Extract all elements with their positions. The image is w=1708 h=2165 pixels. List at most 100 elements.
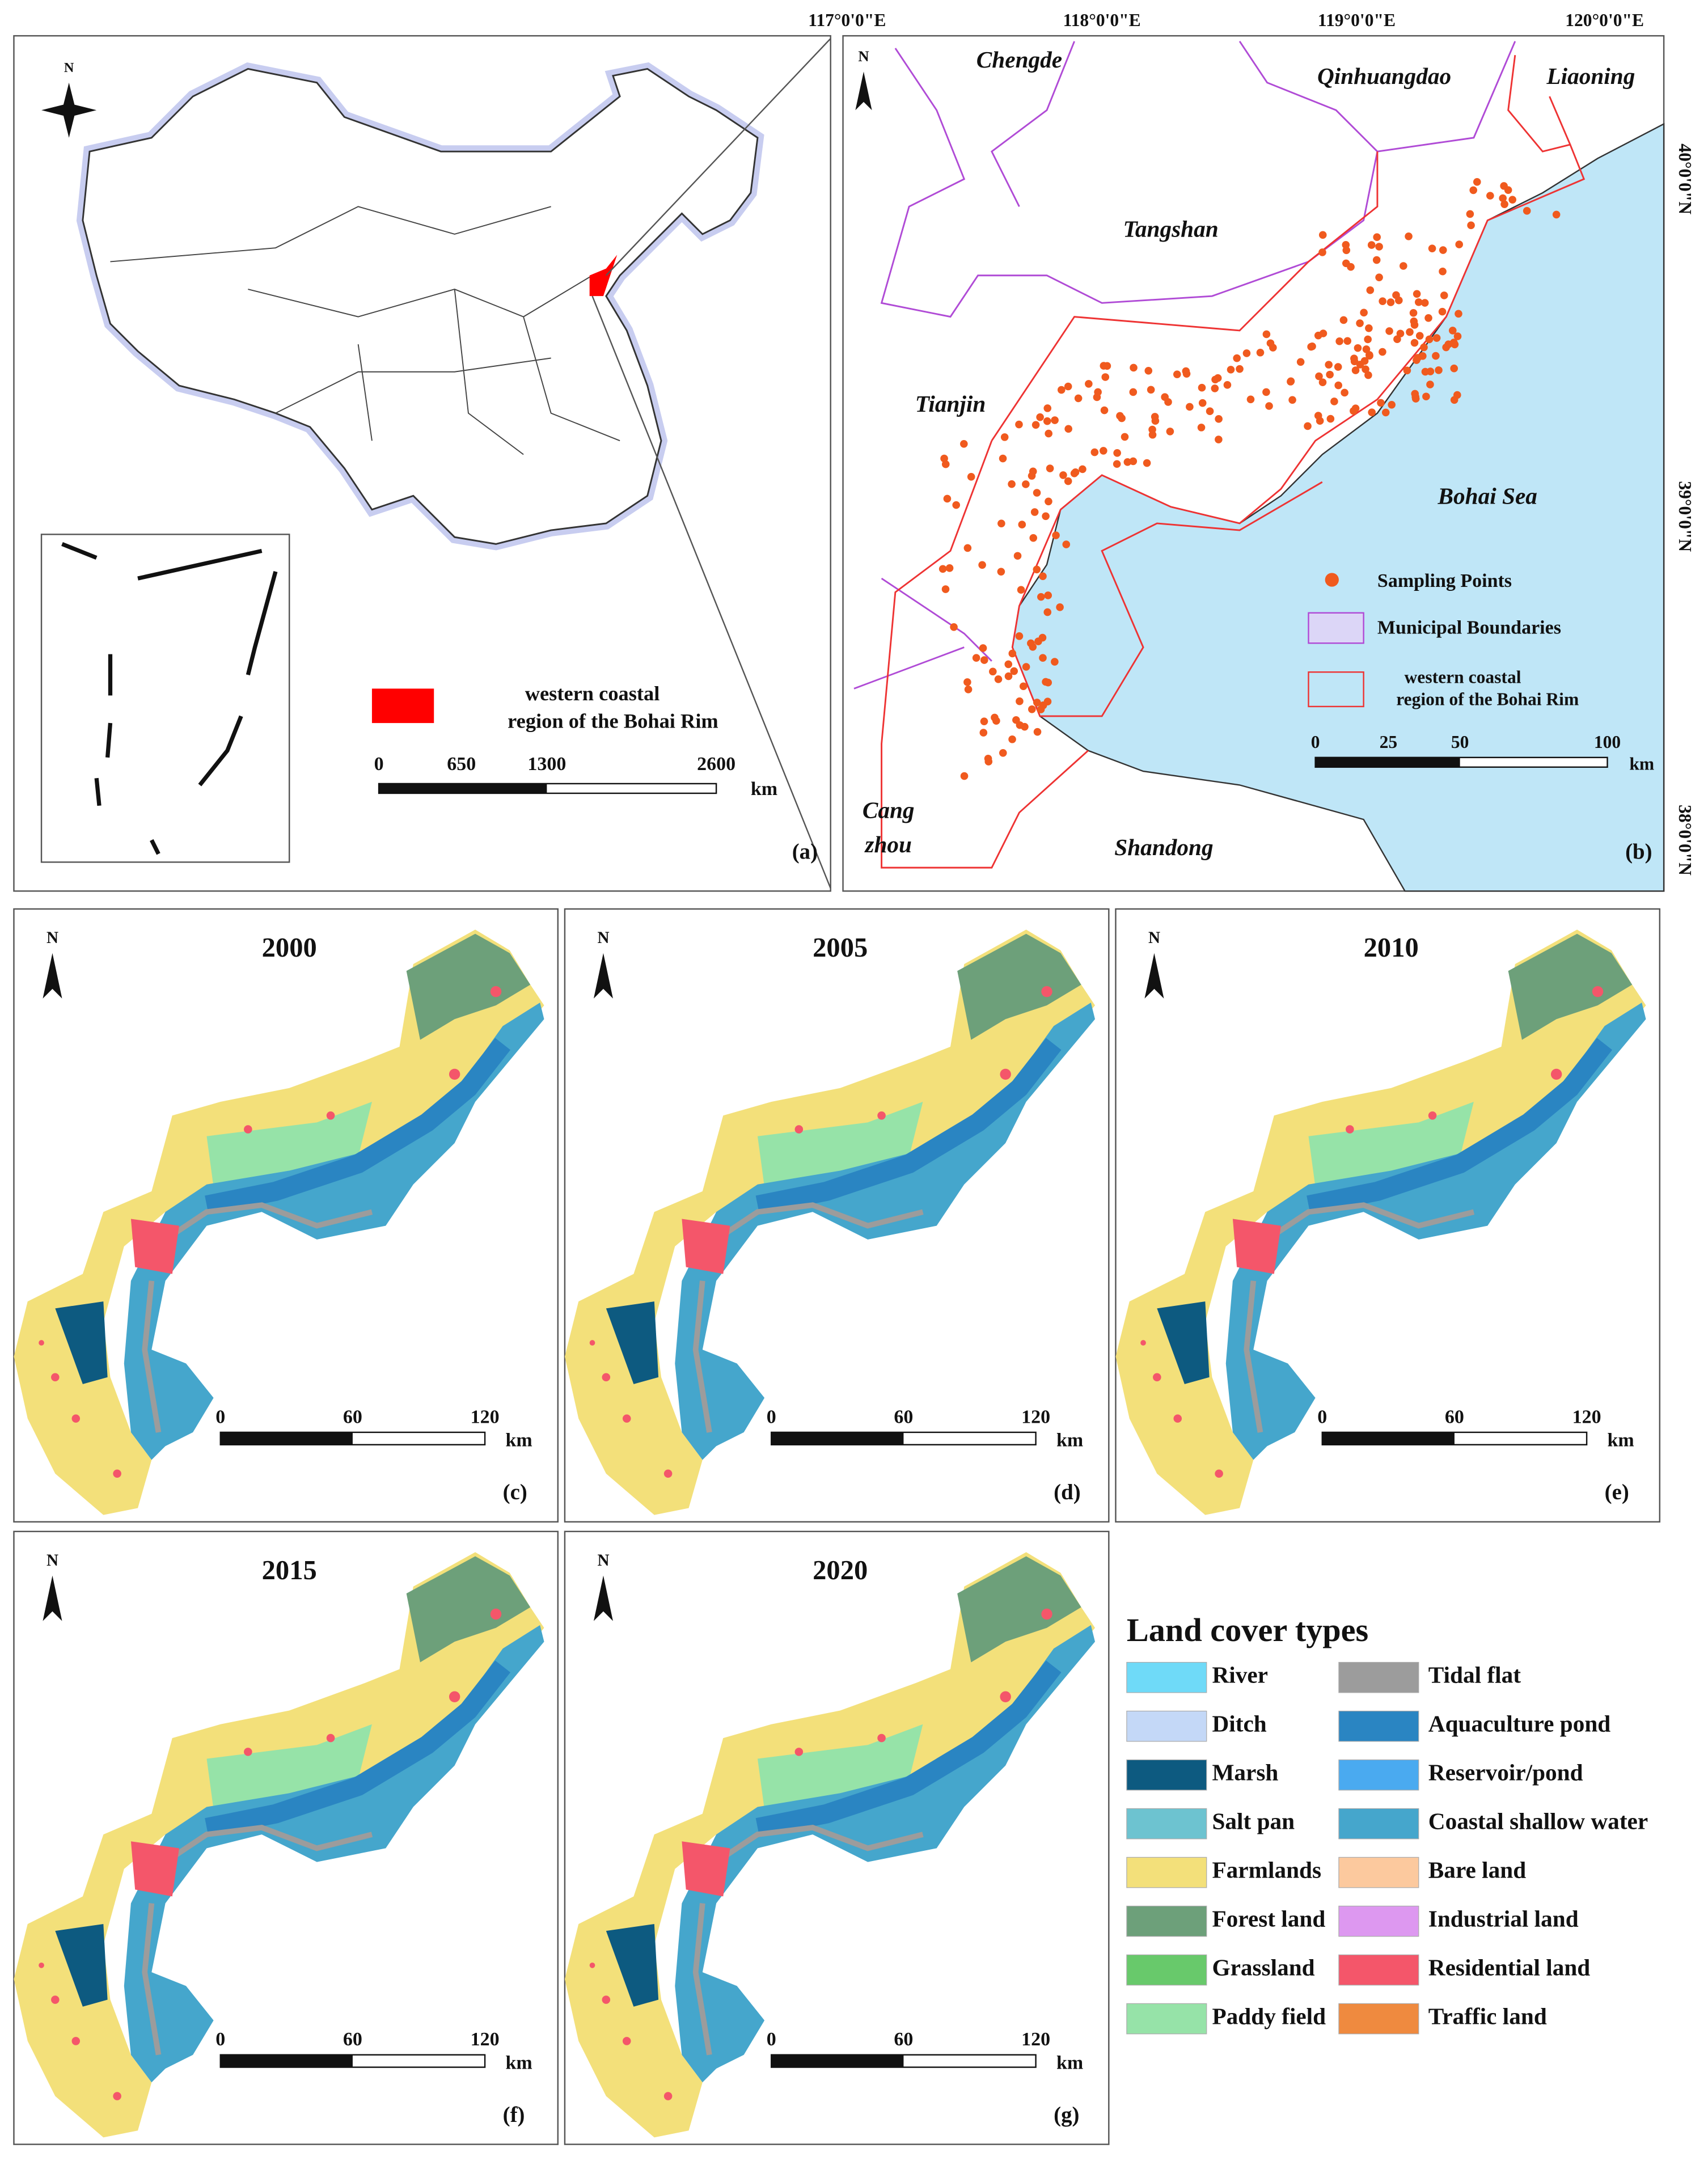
sampling-point	[945, 564, 954, 572]
sampling-point	[1062, 540, 1071, 548]
sampling-point	[1103, 362, 1111, 370]
sampling-point	[1018, 521, 1026, 528]
sampling-point	[1420, 299, 1429, 307]
sampling-point	[1022, 480, 1030, 488]
sampling-point	[1000, 433, 1009, 441]
sampling-point	[1393, 335, 1401, 344]
sampling-point	[1362, 345, 1371, 353]
sampling-point	[1262, 388, 1270, 396]
sampling-point	[960, 772, 969, 780]
sampling-point	[1206, 407, 1214, 416]
sampling-point	[1036, 413, 1044, 421]
sampling-point	[984, 758, 993, 766]
sampling-point	[1372, 256, 1381, 264]
scale-unit: km	[1608, 1430, 1634, 1451]
place-label: Tangshan	[1123, 215, 1218, 242]
sampling-point	[1365, 324, 1373, 332]
sampling-point	[1351, 366, 1360, 374]
scale-label: 2600	[697, 754, 735, 775]
legend-swatch	[1338, 1954, 1419, 1986]
scale-label: 0	[374, 754, 384, 775]
sampling-point	[1406, 328, 1414, 336]
inset-frame	[40, 534, 290, 863]
scale-label: 0	[767, 1406, 776, 1427]
panel-frame	[13, 35, 831, 892]
sampling-point	[1413, 290, 1421, 298]
sampling-point	[1037, 593, 1045, 601]
sampling-point	[1262, 330, 1271, 339]
sampling-point	[1039, 654, 1047, 662]
legend-label: Grassland	[1212, 1955, 1314, 1981]
sampling-point	[1015, 632, 1024, 640]
study-region	[589, 255, 618, 297]
sampling-point	[1414, 354, 1422, 362]
map-year: 2020	[813, 1555, 868, 1585]
scale-label: 120	[1572, 1406, 1601, 1427]
north-label: N	[597, 929, 609, 947]
legend-label: Salt pan	[1212, 1808, 1295, 1834]
sampling-point	[1405, 232, 1413, 240]
sampling-point	[1350, 357, 1359, 366]
sampling-point	[1308, 342, 1316, 350]
legend-swatch	[1126, 1857, 1207, 1888]
scale-bar	[771, 1432, 904, 1445]
sampling-point	[1318, 231, 1327, 239]
sampling-point	[1022, 663, 1030, 671]
sampling-point	[1182, 370, 1191, 378]
sampling-point	[1504, 186, 1512, 194]
sampling-point	[1508, 196, 1516, 204]
sampling-point	[1052, 531, 1060, 539]
scale-unit: km	[751, 779, 777, 800]
legend-swatch	[1338, 1710, 1419, 1742]
sampling-point	[989, 667, 997, 676]
north-arrow	[593, 1575, 613, 1621]
sampling-point	[1442, 343, 1450, 352]
sampling-point	[1422, 392, 1430, 401]
legend-label: Ditch	[1212, 1711, 1266, 1737]
sampling-point	[1335, 337, 1343, 345]
sampling-point	[980, 656, 988, 664]
sampling-point	[1056, 603, 1064, 611]
sampling-point	[1043, 417, 1051, 425]
sampling-point	[1090, 448, 1099, 456]
sampling-point	[1030, 508, 1039, 516]
sampling-point	[1144, 367, 1153, 375]
sampling-point	[1421, 367, 1430, 376]
zoom-lines	[591, 38, 831, 889]
sampling-point	[1500, 200, 1508, 208]
sampling-point	[1044, 591, 1052, 599]
sampling-point	[941, 460, 950, 468]
sampling-point	[1015, 420, 1023, 429]
panel-label: (d)	[1054, 1480, 1081, 1504]
sampling-point	[1410, 339, 1419, 347]
sampling-point	[1439, 267, 1447, 276]
scale-label: 60	[894, 2029, 913, 2050]
sampling-point	[1304, 422, 1312, 430]
sampling-point	[1523, 207, 1531, 215]
sampling-point	[1435, 366, 1443, 374]
scale-bar	[1315, 757, 1460, 767]
sampling-point	[980, 717, 988, 725]
sampling-point	[1113, 460, 1121, 468]
sampling-point	[1101, 373, 1110, 381]
legend-swatch	[1338, 1905, 1419, 1937]
sampling-point	[1059, 471, 1067, 479]
sampling-point	[1085, 380, 1093, 388]
legend-swatch	[1126, 1759, 1207, 1791]
sampling-point	[1147, 386, 1155, 394]
sampling-point	[1373, 233, 1381, 242]
legend-label: Coastal shallow water	[1428, 1808, 1648, 1834]
sampling-point	[1420, 343, 1428, 352]
legend-swatch	[1126, 1661, 1207, 1693]
sampling-point	[1314, 412, 1322, 420]
sampling-point	[1042, 678, 1050, 686]
sampling-point	[1256, 348, 1265, 357]
sampling-point	[1432, 334, 1441, 342]
sampling-point	[1064, 477, 1072, 485]
map-year: 2005	[813, 932, 868, 963]
sampling-point	[1415, 332, 1424, 340]
sampling-point	[1057, 386, 1066, 394]
sampling-points	[938, 178, 1561, 780]
legend-label: Forest land	[1212, 1906, 1325, 1932]
map-panel: 2010 N 0 60 120 km (e)	[1115, 908, 1661, 1522]
